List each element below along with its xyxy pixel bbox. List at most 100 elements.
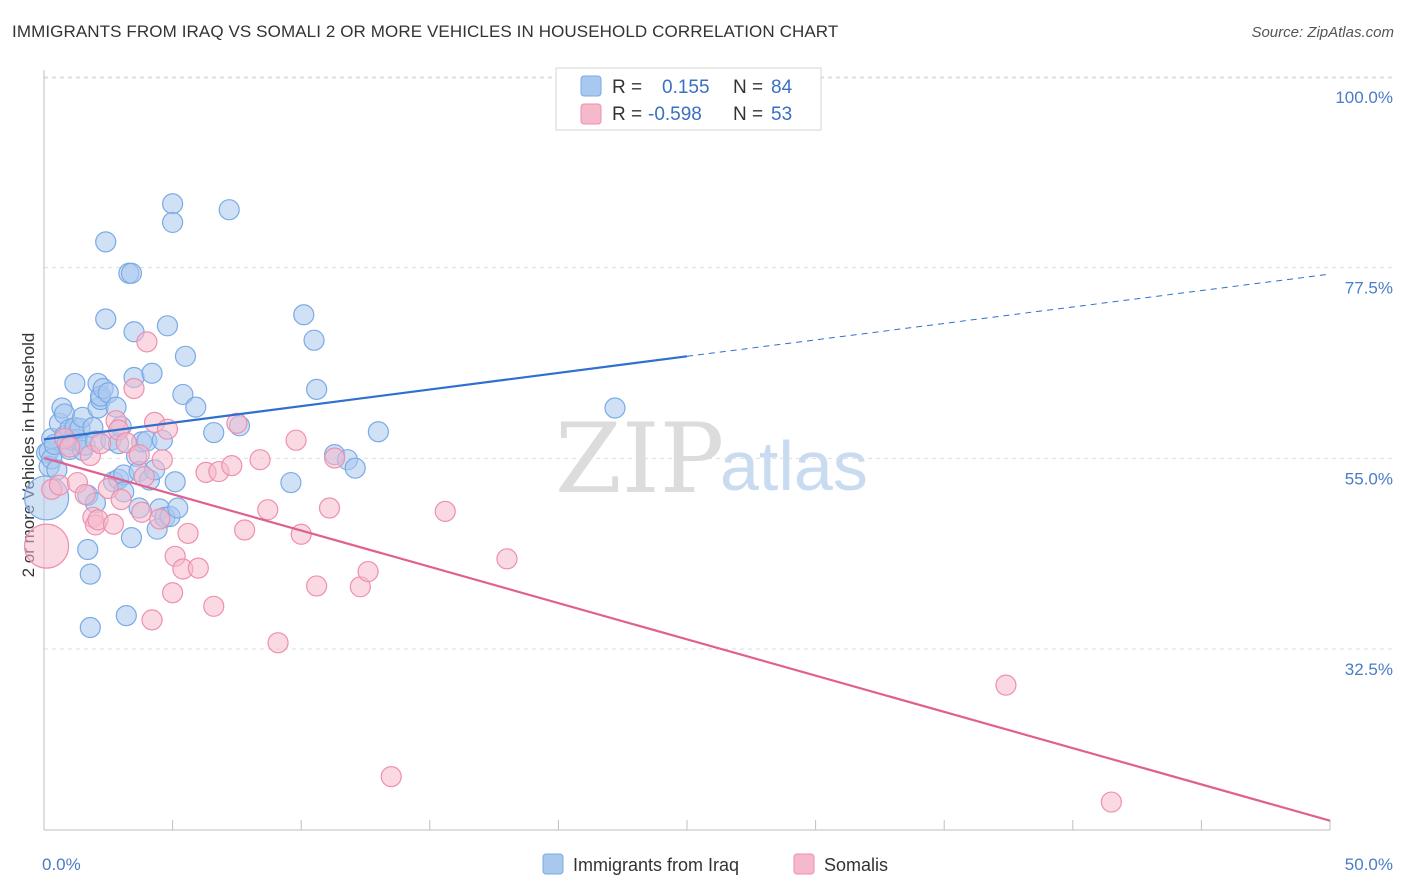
chart-title: IMMIGRANTS FROM IRAQ VS SOMALI 2 OR MORE…	[12, 22, 839, 41]
legend-n-label-somalis: N =	[733, 104, 763, 125]
legend-swatch-iraq	[580, 75, 602, 97]
point-1-52	[995, 674, 1017, 696]
series-1	[23, 331, 1122, 813]
point-0-76	[280, 471, 302, 494]
bottom-legend: Immigrants from Iraq Somalis	[542, 853, 888, 875]
point-1-36	[221, 455, 243, 477]
legend-n-label-iraq: N =	[733, 77, 763, 98]
legend-n-value-somalis: 53	[771, 104, 792, 125]
point-0-68	[164, 471, 186, 493]
point-0-48	[120, 262, 143, 284]
legend-r-label-somalis: R =	[612, 104, 642, 125]
point-0-72	[185, 396, 207, 418]
point-0-25	[79, 563, 101, 585]
legend-swatch-somalis	[580, 103, 602, 125]
watermark-atlas: atlas	[720, 427, 868, 505]
trend-lines	[43, 273, 1331, 822]
trend-line-0	[43, 355, 688, 441]
point-0-77	[293, 304, 315, 326]
legend-box: R = 0.155 N = 84 R = -0.598 N = 53	[555, 67, 822, 131]
y-tick-label-1: 77.5%	[1345, 279, 1393, 298]
x-tick-labels: 0.0% 50.0%	[42, 855, 1393, 874]
point-1-2	[48, 474, 71, 496]
point-1-39	[249, 449, 271, 471]
point-1-49	[380, 766, 402, 788]
y-tick-label-0: 100.0%	[1335, 88, 1393, 107]
point-1-48	[357, 560, 379, 583]
point-0-49	[120, 527, 143, 549]
point-0-35	[95, 308, 117, 330]
point-0-70	[172, 383, 194, 406]
y-axis-title: 2 or more Vehicles in Household	[19, 333, 38, 578]
data-points	[23, 193, 1122, 813]
point-1-46	[324, 447, 346, 469]
point-1-22	[136, 331, 158, 353]
point-1-34	[203, 595, 225, 617]
point-1-38	[234, 519, 256, 541]
point-0-17	[64, 372, 86, 395]
point-0-74	[218, 199, 240, 221]
point-1-51	[496, 548, 518, 570]
y-tick-labels: 100.0% 77.5% 55.0% 32.5%	[1335, 88, 1393, 679]
point-1-0	[23, 523, 70, 569]
trend-line-extension-0	[686, 273, 1331, 357]
trend-line-1	[43, 456, 1331, 822]
point-0-83	[367, 421, 389, 443]
point-1-50	[434, 500, 456, 522]
point-1-23	[141, 609, 163, 631]
point-0-67	[162, 211, 184, 234]
bottom-legend-label-somalis: Somalis	[824, 855, 888, 875]
point-1-25	[149, 508, 171, 530]
point-0-79	[306, 378, 328, 400]
point-1-13	[102, 513, 125, 535]
chart-source: Source: ZipAtlas.com	[1251, 24, 1394, 41]
point-1-6	[74, 483, 96, 506]
watermark: ZIP atlas	[555, 403, 868, 515]
legend-n-value-iraq: 84	[771, 77, 793, 98]
gridlines	[44, 76, 1392, 650]
legend-r-value-iraq: 0.155	[662, 77, 710, 98]
point-0-26	[79, 616, 101, 639]
bottom-legend-label-iraq: Immigrants from Iraq	[573, 855, 739, 875]
point-0-69	[167, 497, 189, 519]
legend-r-label-iraq: R =	[612, 77, 642, 98]
bottom-legend-swatch-somalis	[793, 853, 815, 875]
point-1-42	[285, 429, 307, 451]
point-1-18	[123, 377, 145, 400]
point-0-78	[303, 329, 325, 351]
point-1-40	[257, 499, 279, 521]
point-1-43	[290, 523, 312, 545]
point-0-24	[77, 538, 99, 561]
point-1-28	[162, 582, 184, 604]
point-1-53	[1100, 791, 1122, 813]
point-1-37	[226, 412, 248, 434]
legend-r-value-somalis: -0.598	[648, 104, 702, 125]
point-1-45	[318, 497, 341, 519]
point-1-19	[128, 444, 150, 466]
point-1-16	[110, 488, 132, 511]
bottom-legend-swatch-iraq	[542, 853, 564, 875]
point-1-26	[151, 449, 173, 471]
point-0-36	[95, 231, 117, 253]
point-0-71	[174, 345, 197, 367]
point-1-11	[89, 432, 112, 455]
point-1-31	[177, 522, 199, 545]
point-0-84	[604, 397, 626, 419]
point-0-46	[115, 605, 137, 627]
y-tick-label-3: 32.5%	[1345, 660, 1393, 679]
point-1-32	[187, 557, 209, 579]
x-tick-label-1: 50.0%	[1345, 855, 1393, 874]
point-0-66	[162, 193, 184, 215]
point-0-64	[156, 315, 179, 337]
point-0-82	[344, 457, 366, 479]
y-tick-label-2: 55.0%	[1345, 469, 1393, 488]
point-0-58	[141, 362, 163, 384]
point-1-41	[267, 632, 289, 654]
point-1-44	[306, 575, 328, 597]
x-tick-label-0: 0.0%	[42, 855, 81, 874]
point-0-73	[203, 421, 225, 444]
point-1-20	[131, 501, 153, 523]
watermark-zip: ZIP	[555, 403, 724, 515]
point-1-4	[59, 436, 81, 458]
